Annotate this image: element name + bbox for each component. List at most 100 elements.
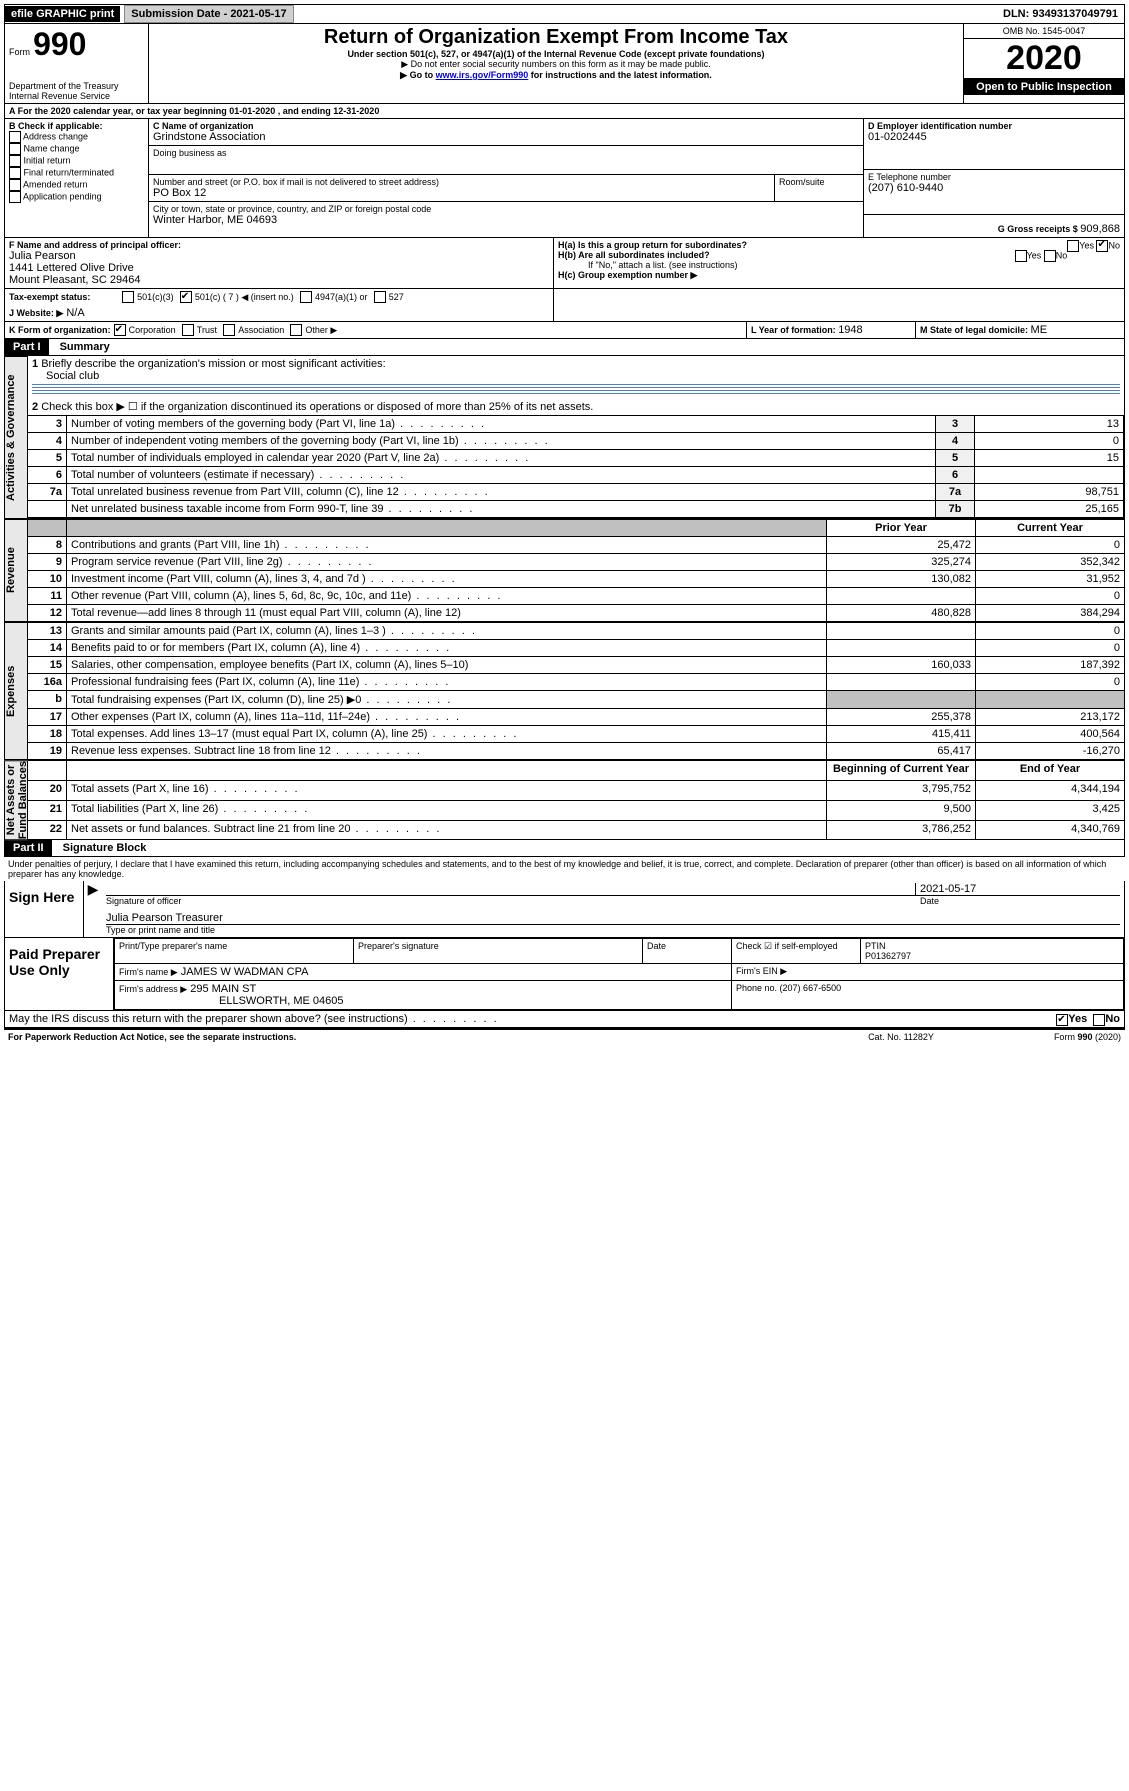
c-label: C Name of organization [153, 121, 859, 131]
line-a: A For the 2020 calendar year, or tax yea… [4, 104, 1125, 119]
name-change-checkbox[interactable] [9, 143, 21, 155]
form-number: 990 [33, 26, 86, 62]
part2-title: Signature Block [55, 842, 147, 854]
city-label: City or town, state or province, country… [153, 204, 859, 214]
table-row: 20 Total assets (Part X, line 16) 3,795,… [28, 781, 1125, 801]
hb-no-checkbox[interactable] [1044, 250, 1056, 262]
discuss-row: May the IRS discuss this return with the… [4, 1011, 1125, 1028]
part2-header-row: Part II Signature Block [4, 840, 1125, 857]
self-employed-label: Check ☑ if self-employed [732, 939, 861, 964]
firm-addr2: ELLSWORTH, ME 04605 [119, 995, 344, 1007]
efile-button[interactable]: efile GRAPHIC print [5, 6, 120, 22]
i-501c3: 501(c)(3) [137, 292, 174, 302]
final-return-checkbox[interactable] [9, 167, 21, 179]
officer-addr1: 1441 Lettered Olive Drive [9, 262, 549, 274]
governance-table: 3 Number of voting members of the govern… [28, 415, 1124, 518]
table-row: 22 Net assets or fund balances. Subtract… [28, 820, 1125, 840]
501c-checkbox[interactable] [180, 291, 192, 303]
form-label: Form [9, 47, 30, 57]
assoc-checkbox[interactable] [223, 324, 235, 336]
revenue-table: Prior Year Current Year8 Contributions a… [28, 519, 1125, 622]
m-label: M State of legal domicile: [920, 325, 1031, 335]
table-header-row: Prior Year Current Year [28, 520, 1125, 537]
telephone-value: (207) 610-9440 [868, 182, 1120, 194]
section-ij: Tax-exempt status: 501(c)(3) 501(c) ( 7 … [4, 289, 1125, 322]
org-name: Grindstone Association [153, 131, 859, 143]
opt-final: Final return/terminated [24, 167, 115, 177]
sign-here-row: Sign Here ▶ 2021-05-17 Signature of offi… [4, 881, 1125, 938]
j-label: J Website: ▶ [9, 308, 63, 318]
table-row: 7a Total unrelated business revenue from… [28, 484, 1124, 501]
501c3-checkbox[interactable] [122, 291, 134, 303]
b-label: B Check if applicable: [9, 121, 144, 131]
room-label: Room/suite [774, 175, 863, 201]
top-bar: efile GRAPHIC print Submission Date - 20… [4, 4, 1125, 24]
discuss-no: No [1105, 1013, 1120, 1025]
expenses-section: Expenses 13 Grants and similar amounts p… [4, 622, 1125, 760]
other-checkbox[interactable] [290, 324, 302, 336]
submission-date-button[interactable]: Submission Date - 2021-05-17 [124, 5, 293, 23]
k-other: Other ▶ [305, 325, 337, 335]
table-row: 3 Number of voting members of the govern… [28, 416, 1124, 433]
paperwork-notice: For Paperwork Reduction Act Notice, see … [8, 1032, 296, 1042]
4947-checkbox[interactable] [300, 291, 312, 303]
prep-sig-label: Preparer's signature [354, 939, 643, 964]
inspection-label: Open to Public Inspection [964, 79, 1124, 95]
ptin-value: P01362797 [865, 951, 911, 961]
part2-badge: Part II [5, 840, 52, 856]
g-label: G Gross receipts $ [998, 224, 1081, 234]
corp-checkbox[interactable] [114, 324, 126, 336]
sign-here-label: Sign Here [5, 881, 84, 937]
k-trust: Trust [197, 325, 217, 335]
netassets-table: Beginning of Current Year End of Year20 … [28, 760, 1125, 840]
hc-label: H(c) Group exemption number ▶ [558, 270, 1120, 281]
527-checkbox[interactable] [374, 291, 386, 303]
phone-value: (207) 667-6500 [780, 983, 842, 993]
sig-date-label: Date [916, 896, 1120, 906]
initial-return-checkbox[interactable] [9, 155, 21, 167]
table-row: 13 Grants and similar amounts paid (Part… [28, 623, 1125, 640]
e-label: E Telephone number [868, 172, 1120, 182]
table-row: 14 Benefits paid to or for members (Part… [28, 640, 1125, 657]
d-label: D Employer identification number [868, 121, 1120, 131]
addr-change-checkbox[interactable] [9, 131, 21, 143]
expenses-table: 13 Grants and similar amounts paid (Part… [28, 622, 1125, 760]
discuss-label: May the IRS discuss this return with the… [9, 1013, 408, 1025]
i-527: 527 [389, 292, 404, 302]
table-row: b Total fundraising expenses (Part IX, c… [28, 691, 1125, 709]
opt-amended: Amended return [23, 179, 88, 189]
netassets-section: Net Assets or Fund Balances Beginning of… [4, 760, 1125, 840]
opt-addr: Address change [23, 131, 88, 141]
addr-label: Number and street (or P.O. box if mail i… [153, 177, 770, 187]
discuss-no-checkbox[interactable] [1093, 1014, 1105, 1026]
k-label: K Form of organization: [9, 325, 111, 335]
ha-yes-checkbox[interactable] [1067, 240, 1079, 252]
form990-link[interactable]: www.irs.gov/Form990 [436, 70, 529, 80]
table-row: 21 Total liabilities (Part X, line 26) 9… [28, 800, 1125, 820]
app-pending-checkbox[interactable] [9, 191, 21, 203]
tax-year: 2020 [964, 38, 1124, 79]
ha-no: No [1108, 240, 1120, 250]
table-row: 18 Total expenses. Add lines 13–17 (must… [28, 726, 1125, 743]
hb-yes-checkbox[interactable] [1015, 250, 1027, 262]
amended-return-checkbox[interactable] [9, 179, 21, 191]
part1-body: Activities & Governance 1 Briefly descri… [4, 356, 1125, 519]
side-netassets: Net Assets or Fund Balances [4, 760, 28, 840]
table-row: 11 Other revenue (Part VIII, column (A),… [28, 588, 1125, 605]
preparer-table: Print/Type preparer's name Preparer's si… [114, 938, 1124, 1010]
table-row: 19 Revenue less expenses. Subtract line … [28, 743, 1125, 760]
footer-row: For Paperwork Reduction Act Notice, see … [4, 1028, 1125, 1044]
paid-preparer-label: Paid Preparer Use Only [5, 938, 114, 1010]
table-row: 8 Contributions and grants (Part VIII, l… [28, 537, 1125, 554]
f-label: F Name and address of principal officer: [9, 240, 549, 250]
trust-checkbox[interactable] [182, 324, 194, 336]
prep-name-label: Print/Type preparer's name [115, 939, 354, 964]
table-row: 5 Total number of individuals employed i… [28, 450, 1124, 467]
officer-addr2: Mount Pleasant, SC 29464 [9, 274, 549, 286]
line2-label: Check this box ▶ ☐ if the organization d… [41, 401, 593, 413]
ha-no-checkbox[interactable] [1096, 240, 1108, 252]
note-ssn: ▶ Do not enter social security numbers o… [153, 59, 959, 70]
discuss-yes-checkbox[interactable] [1056, 1014, 1068, 1026]
section-klm: K Form of organization: Corporation Trus… [4, 322, 1125, 339]
section-bg: B Check if applicable: Address change Na… [4, 119, 1125, 238]
